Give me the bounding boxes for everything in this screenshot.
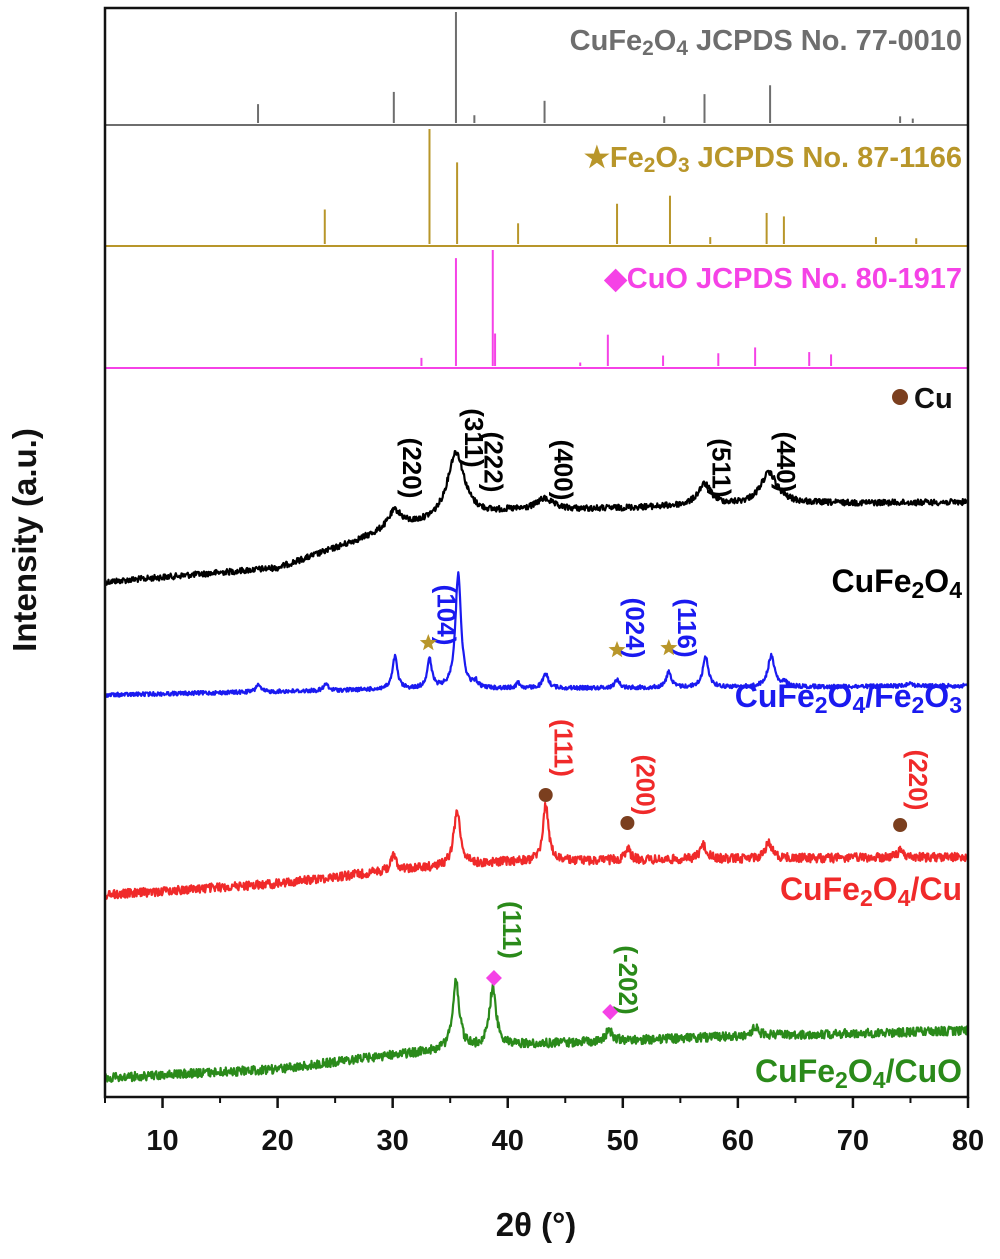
pattern-line <box>103 571 969 698</box>
x-axis: 10 20 30 40 50 60 70 80 <box>103 6 984 1157</box>
plot-frame <box>103 6 970 1099</box>
cu-marker <box>538 788 553 802</box>
series-cufe-o: CuFe2O4 (220) (311)(222) (400) (511) (440) <box>103 408 969 603</box>
x-tick-label: 10 <box>146 1125 178 1157</box>
pattern-line <box>103 977 970 1083</box>
legend-cu-marker <box>892 389 908 405</box>
reference-label: ★Fe2O3 JCPDS No. 87-1166 <box>584 142 962 177</box>
y-axis-title: Intensity (a.u.) <box>6 428 43 652</box>
series-cufe-o-cu: CuFe2O4/Cu (111) (200) (220) <box>103 719 970 911</box>
hkl-label: (220) <box>397 438 427 499</box>
series-label: CuFe2O4/CuO <box>755 1053 962 1093</box>
cuo-marker <box>485 970 502 986</box>
x-tick-label: 40 <box>492 1125 524 1157</box>
hkl-label: (200) <box>630 755 660 816</box>
reference-label: CuFe2O4 JCPDS No. 77-0010 <box>570 25 962 60</box>
series-label: CuFe2O4/Fe2O3 <box>735 678 962 718</box>
x-tick-label: 60 <box>722 1125 754 1157</box>
hkl-label: (220) <box>903 750 933 811</box>
reference-panel-3: ◆CuO JCPDS No. 80-1917 <box>105 250 968 369</box>
legend-cu: Cu <box>892 383 953 415</box>
pattern-line <box>103 450 969 586</box>
cuo-marker <box>602 1004 619 1020</box>
cu-marker <box>620 816 635 830</box>
x-axis-title: 2θ (°) <box>496 1206 577 1243</box>
hkl-label: (-202) <box>613 945 643 1014</box>
series-cufe-o-cuo: CuFe2O4/CuO (111) (-202) <box>103 901 970 1093</box>
reference-panel-1: CuFe2O4 JCPDS No. 77-0010 <box>105 12 968 126</box>
reference-panel-2: ★Fe2O3 JCPDS No. 87-1166 <box>105 129 968 247</box>
fe2o3-marker <box>660 639 678 656</box>
hkl-label: (111) <box>549 719 579 777</box>
legend-cu-label: Cu <box>914 383 953 415</box>
series-cufe-o-fe-o: CuFe2O4/Fe2O3 (104) (024) (116) <box>103 571 969 718</box>
x-tick-label: 70 <box>837 1125 869 1157</box>
x-tick-label: 30 <box>377 1125 409 1157</box>
series-label: CuFe2O4/Cu <box>780 871 962 911</box>
hkl-label: (222) <box>479 432 509 493</box>
pattern-line <box>103 801 970 900</box>
hkl-label: (116) <box>672 598 702 657</box>
x-tick-label: 50 <box>607 1125 639 1157</box>
hkl-label: (511) <box>706 438 736 497</box>
hkl-label: (311) <box>459 408 489 467</box>
fe2o3-marker <box>608 641 626 658</box>
reference-label: ◆CuO JCPDS No. 80-1917 <box>603 263 962 295</box>
x-tick-label: 20 <box>261 1125 293 1157</box>
hkl-label: (400) <box>549 440 579 501</box>
fe2o3-marker <box>419 634 437 651</box>
x-tick-label: 80 <box>952 1125 984 1157</box>
hkl-label: (111) <box>497 901 527 959</box>
plot-area: CuFe2O4(220) (311)(222) (400) (511) (440)CuF… <box>103 383 970 1093</box>
hkl-label: (104) <box>431 585 461 646</box>
series-label: CuFe2O4 <box>831 563 962 603</box>
hkl-label: (024) <box>620 598 650 659</box>
cu-marker <box>893 818 908 832</box>
reference-panels: CuFe2O4 JCPDS No. 77-0010 ★Fe2O3 JCPDS No… <box>105 12 968 369</box>
hkl-label: (440) <box>771 432 801 493</box>
